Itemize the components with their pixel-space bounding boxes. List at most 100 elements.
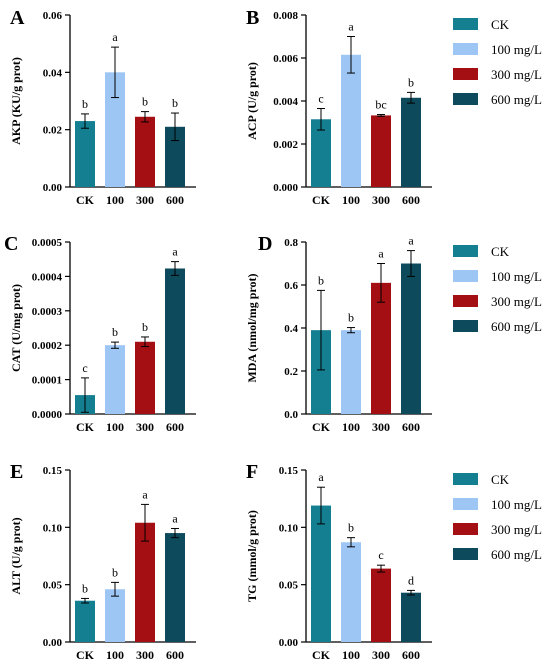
bar-ck [75,600,95,642]
legend-swatch [453,270,478,282]
significance-label: b [172,96,178,110]
y-tick-label: 0.00 [43,637,63,649]
bar-ck [311,119,331,187]
legend-label: 300 mg/L [491,522,542,537]
panel-letter: F [246,461,258,483]
category-label: 100 [342,420,360,434]
category-label: CK [76,193,95,207]
category-label: 300 [372,648,390,662]
panel-letter: B [246,7,259,29]
category-label: CK [76,648,95,662]
category-label: 600 [402,648,420,662]
panel-letter: D [258,233,272,255]
bar-ck [75,121,95,187]
legend-swatch [453,548,478,560]
significance-label: c [378,548,383,562]
chart-panel-f: F 0.00 0.05 0.10 0.15 TG (mmol/g prot) a CK b 100… [245,461,432,662]
y-tick-label: 0.0005 [32,237,63,249]
significance-label: b [408,75,414,89]
y-tick-label: 0.04 [43,67,63,79]
category-label: 100 [342,193,360,207]
panel-letter: A [10,7,25,29]
category-label: 600 [402,420,420,434]
bar-600 [165,268,185,414]
significance-label: a [348,20,354,34]
category-label: 100 [106,648,124,662]
legend-swatch [453,93,478,105]
panel-letter: C [4,233,18,255]
y-tick-label: 0.10 [279,522,299,534]
category-label: 100 [106,420,124,434]
bar-300 [371,115,391,187]
y-axis-title: CAT (U/mg prot) [9,284,23,372]
category-label: 300 [372,193,390,207]
significance-label: b [348,521,354,535]
legend-label: 100 mg/L [491,42,542,57]
significance-label: a [142,487,148,501]
category-label: 600 [166,193,184,207]
legend-swatch [453,245,478,257]
legend-row-1: CK 100 mg/L 300 mg/L 600 mg/L [453,17,542,107]
legend-label: CK [491,472,510,487]
significance-label: b [318,273,324,287]
panel-letter: E [10,461,23,483]
bar-100 [105,345,125,414]
legend-swatch [453,18,478,30]
category-label: 600 [166,648,184,662]
legend-label: 600 mg/L [491,319,542,334]
y-tick-label: 0.10 [43,522,63,534]
chart-panel-e: E 0.00 0.05 0.10 0.15 ALT (U/g prot) b CK b 100 a 3… [9,461,196,662]
legend-label: CK [491,17,510,32]
bar-600 [165,126,185,187]
bar-ck [311,505,331,642]
significance-label: a [172,245,178,259]
significance-label: a [112,30,118,44]
significance-label: b [142,320,148,334]
y-axis-title: ALT (U/g prot) [9,517,23,594]
legend-label: 300 mg/L [491,294,542,309]
y-tick-label: 0.008 [273,10,298,22]
y-tick-label: 0.8 [284,237,298,249]
y-tick-label: 0.0001 [32,375,62,387]
legend-label: CK [491,244,510,259]
bar-300 [135,341,155,414]
y-axis-title: AKP (KU/g prot) [9,57,23,145]
y-tick-label: 0.0002 [32,340,63,352]
y-tick-label: 0.15 [43,465,63,477]
legend-label: 100 mg/L [491,269,542,284]
significance-label: a [378,247,384,261]
y-tick-label: 0.02 [43,125,63,137]
y-axis-title: ACP (U/g prot) [245,62,259,140]
legend-row-3: CK 100 mg/L 300 mg/L 600 mg/L [453,472,542,562]
significance-label: c [82,361,87,375]
category-label: CK [312,193,331,207]
category-label: CK [312,648,331,662]
legend-row-2: CK 100 mg/L 300 mg/L 600 mg/L [453,244,542,334]
category-label: 300 [372,420,390,434]
y-axis-title: TG (mmol/g prot) [245,510,259,602]
y-tick-label: 0.00 [279,637,299,649]
bar-100 [105,589,125,642]
bar-600 [401,97,421,187]
significance-label: b [142,95,148,109]
category-label: 100 [106,193,124,207]
legend-label: 300 mg/L [491,67,542,82]
significance-label: b [82,97,88,111]
legend-swatch [453,320,478,332]
bar-100 [341,330,361,414]
legend-swatch [453,295,478,307]
bar-300 [371,568,391,642]
bar-100 [341,542,361,642]
chart-panel-a: A 0.00 0.02 0.04 0.06 AKP (KU/g prot) b CK a 100 b… [9,7,196,207]
bar-100 [341,54,361,188]
significance-label: a [408,234,414,248]
category-label: 600 [402,193,420,207]
legend-swatch [453,43,478,55]
significance-label: b [82,581,88,595]
legend-swatch [453,498,478,510]
category-label: CK [312,420,331,434]
legend-label: 100 mg/L [491,497,542,512]
category-label: 100 [342,648,360,662]
bar-600 [401,263,421,414]
